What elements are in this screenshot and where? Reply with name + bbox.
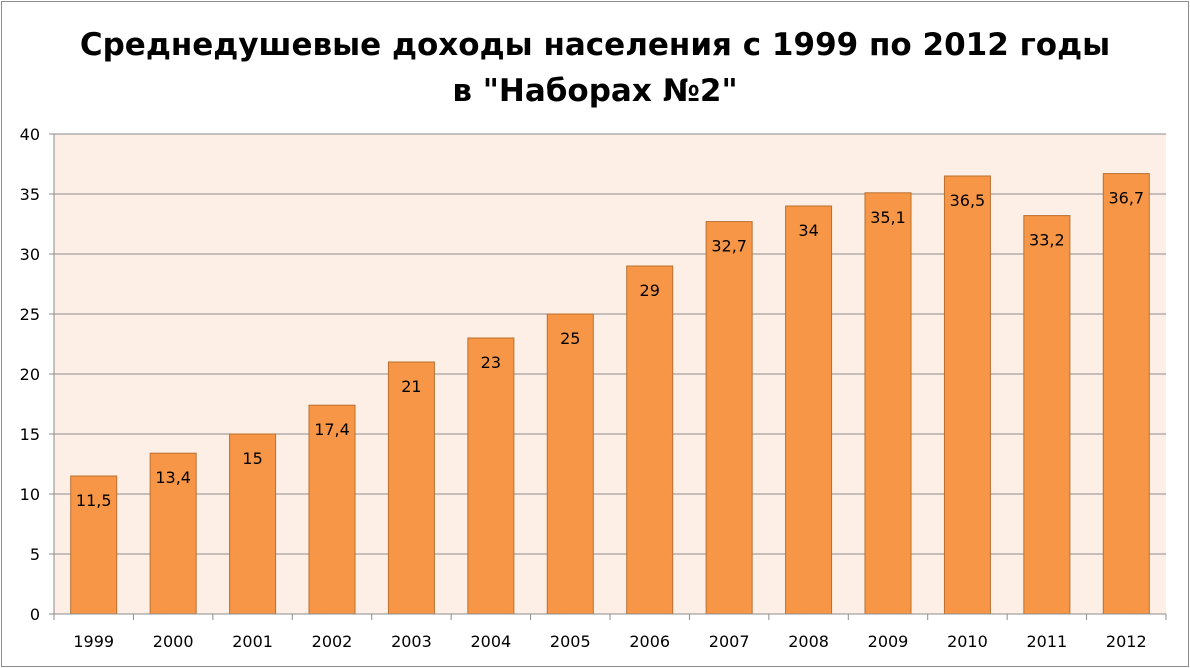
data-label: 15 xyxy=(242,449,262,468)
y-tick-label: 10 xyxy=(20,485,40,504)
data-label: 11,5 xyxy=(76,491,112,510)
x-tick-label: 2004 xyxy=(470,632,511,651)
x-tick-label: 1999 xyxy=(73,632,114,651)
data-label: 21 xyxy=(401,377,421,396)
data-label: 13,4 xyxy=(155,468,191,487)
data-label: 33,2 xyxy=(1029,231,1065,250)
bar xyxy=(1023,215,1071,615)
x-tick-label: 2003 xyxy=(391,632,432,651)
data-labels: 11,5 13,4 15 17,4 21 23 25 29 32,7 34 35,1 36,5 33,2… xyxy=(76,189,1144,510)
y-tick-label: 15 xyxy=(20,425,40,444)
y-axis: 0 5 10 15 20 25 30 35 40 xyxy=(20,125,55,624)
bar xyxy=(149,452,197,615)
y-tick-label: 5 xyxy=(30,545,40,564)
x-tick-label: 2012 xyxy=(1106,632,1147,651)
bar xyxy=(864,192,912,615)
chart-title-line-2: в "Наборах №2" xyxy=(452,73,738,109)
bar xyxy=(70,475,118,615)
data-label: 17,4 xyxy=(314,420,350,439)
x-tick-label: 2006 xyxy=(629,632,670,651)
x-axis: 1999 2000 2001 2002 2003 2004 2005 2006 2007 2008… xyxy=(53,613,1167,651)
x-tick-label: 2002 xyxy=(312,632,353,651)
x-tick-label: 2010 xyxy=(947,632,988,651)
data-label: 25 xyxy=(560,329,580,348)
data-label: 23 xyxy=(481,353,501,372)
y-tick-label: 30 xyxy=(20,245,40,264)
data-label: 36,5 xyxy=(950,191,986,210)
y-tick-label: 40 xyxy=(20,125,40,144)
bar xyxy=(546,313,594,615)
bar xyxy=(387,361,435,615)
bar xyxy=(626,265,674,615)
data-label: 35,1 xyxy=(870,208,906,227)
bar xyxy=(229,433,277,615)
data-label: 29 xyxy=(640,281,660,300)
x-tick-label: 2011 xyxy=(1026,632,1067,651)
chart-title: Среднедушевые доходы населения с 1999 по… xyxy=(0,22,1190,114)
x-tick-label: 2001 xyxy=(232,632,273,651)
data-label: 32,7 xyxy=(711,237,747,256)
data-label: 36,7 xyxy=(1108,189,1144,208)
x-tick-label: 2000 xyxy=(153,632,194,651)
bar-series xyxy=(70,173,1150,615)
x-tick-label: 2007 xyxy=(709,632,750,651)
bar xyxy=(785,205,833,615)
data-label: 34 xyxy=(798,221,818,240)
bar xyxy=(308,404,356,615)
bar xyxy=(1102,173,1150,615)
bar xyxy=(705,221,753,615)
x-tick-label: 2005 xyxy=(550,632,591,651)
bar xyxy=(943,175,991,615)
y-tick-label: 20 xyxy=(20,365,40,384)
x-tick-label: 2008 xyxy=(788,632,829,651)
bar xyxy=(467,337,515,615)
y-tick-label: 35 xyxy=(20,185,40,204)
y-tick-label: 25 xyxy=(20,305,40,324)
chart-title-line-1: Среднедушевые доходы населения с 1999 по… xyxy=(79,27,1111,63)
y-tick-label: 0 xyxy=(30,605,40,624)
x-tick-label: 2009 xyxy=(868,632,909,651)
